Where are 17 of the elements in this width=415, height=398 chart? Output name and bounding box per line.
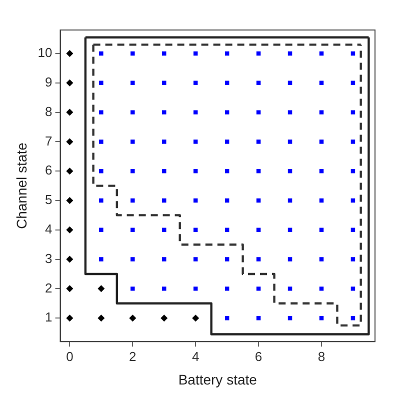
- y-tick-label: 9: [45, 74, 52, 90]
- y-tick-label: 7: [45, 133, 52, 148]
- y-tick-label: 3: [45, 250, 52, 266]
- x-tick-label: 8: [318, 348, 326, 364]
- y-tick-label: 2: [45, 280, 52, 296]
- x-tick-label: 0: [66, 348, 74, 364]
- y-tick-label: 6: [45, 162, 52, 178]
- y-axis-title: Channel state: [13, 142, 30, 230]
- y-tick-label: 1: [45, 310, 52, 325]
- x-tick-label: 4: [192, 348, 200, 364]
- x-axis-title: Battery state: [178, 371, 258, 388]
- y-tick-label: 4: [45, 221, 52, 236]
- y-tick-label: 10: [38, 45, 52, 60]
- y-tick-label: 5: [45, 192, 52, 208]
- y-tick-label: 8: [45, 104, 52, 119]
- x-tick-label: 6: [254, 348, 262, 364]
- x-tick-label: 2: [129, 348, 136, 364]
